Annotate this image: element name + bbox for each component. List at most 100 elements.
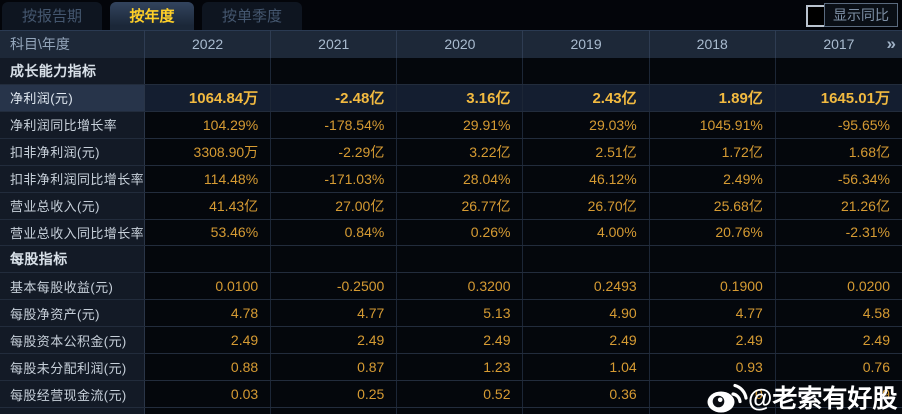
cell-value: 3.16亿 [397, 84, 524, 111]
table-row[interactable]: 基本每股收益(元) 0.0100 -0.2500 0.3200 0.2493 0.1900… [0, 273, 902, 301]
cell-value: 21.26亿 [775, 192, 902, 219]
section-header-row[interactable]: 每股指标 [0, 246, 902, 274]
table-row[interactable]: 每股经营现金流(元) 0.03 0.25 0.52 0.36 0 9 [0, 381, 902, 408]
year-column-header: 2020 [397, 30, 524, 58]
cell-value: 4.58 [775, 300, 902, 327]
cell-value: 1.23 [397, 354, 524, 381]
row-label: 扣非净利润同比增长率 [0, 165, 145, 192]
row-label: 基本每股收益(元) [0, 273, 145, 300]
cell-value [523, 58, 650, 84]
cell-value: 1.68亿 [775, 138, 902, 165]
cell-value: 104.29% [145, 111, 272, 138]
cell-value: 4.90 [523, 300, 650, 327]
cell-value: 114.48% [145, 165, 272, 192]
cell-value [397, 58, 524, 84]
cell-value: 1064.84万 [145, 84, 272, 111]
cell-value: 2.49 [775, 327, 902, 354]
cell-value [397, 246, 524, 273]
table-row[interactable]: 扣非净利润同比增长率 114.48% -171.03% 28.04% 46.12% 2.4… [0, 165, 902, 193]
table-row[interactable]: 净利润同比增长率 104.29% -178.54% 29.91% 29.03% 1045.… [0, 111, 902, 139]
cell-value: -178.54% [271, 111, 398, 138]
cell-value: 2.49 [523, 327, 650, 354]
cell-value: 53.46% [145, 219, 272, 246]
table-row[interactable]: 净利润(元) 1064.84万 -2.48亿 3.16亿 2.43亿 1.89亿 1645.… [0, 84, 902, 112]
cell-value [145, 58, 272, 84]
cell-value: 0.03 [145, 381, 272, 407]
row-label: 成长能力指标 [0, 58, 145, 84]
cell-value [145, 246, 272, 273]
cell-value: 1045.91% [649, 111, 776, 138]
cell-value: -0.2500 [271, 273, 398, 300]
watermark: @老索有好股 [706, 380, 897, 414]
cell-value: 0.52 [397, 381, 524, 407]
cell-value: 0.88 [145, 354, 272, 381]
cell-value: 1.72亿 [649, 138, 776, 165]
row-label: 营业总收入同比增长率 [0, 219, 145, 246]
cell-value: -95.65% [775, 111, 902, 138]
cell-value: -2.48亿 [271, 84, 398, 111]
table-row[interactable]: 每股资本公积金(元) 2.49 2.49 2.49 2.49 2.49 2.49 [0, 327, 902, 355]
table-header: 科目\年度 2022 2021 2020 2019 2018 2017 » [0, 30, 902, 58]
table-row[interactable]: 营业总收入(元) 41.43亿 27.00亿 26.77亿 26.70亿 25.68亿 21… [0, 192, 902, 220]
cell-value: 9 [775, 381, 902, 407]
year-column-header: 2017 » [776, 30, 902, 58]
row-label: 净利润同比增长率 [0, 111, 145, 138]
cell-value: 0.0100 [145, 273, 272, 300]
table-row[interactable]: 营业总收入同比增长率 53.46% 0.84% 0.26% 4.00% 20.76% -2.… [0, 219, 902, 247]
table-row[interactable]: 扣非净利润(元) 3308.90万 -2.29亿 3.22亿 2.51亿 1.72亿 1.6… [0, 138, 902, 166]
cell-value: 2.51亿 [523, 138, 650, 165]
cell-value [523, 246, 650, 273]
cell-value: 29.91% [397, 111, 524, 138]
tab-bar: 按报告期 按年度 按单季度 显示同比 [0, 0, 902, 30]
cell-value: 4.77 [271, 300, 398, 327]
section-header-row[interactable]: 成长能力指标 [0, 58, 902, 85]
cell-value: 46.12% [523, 165, 650, 192]
cell-value: 2.49% [649, 165, 776, 192]
cell-value: 0.25 [271, 381, 398, 407]
cell-value: -171.03% [271, 165, 398, 192]
year-label: 2017 [823, 36, 855, 52]
cell-value [649, 246, 776, 273]
cell-value: 0.84% [271, 219, 398, 246]
corner-header-label: 科目\年度 [0, 30, 145, 58]
cell-value: 1.89亿 [649, 84, 776, 111]
cell-value: -56.34% [775, 165, 902, 192]
cell-value: 0.76 [775, 354, 902, 381]
cell-value: 4.00% [523, 219, 650, 246]
cell-value: 2.49 [397, 327, 524, 354]
cell-value: 5.13 [397, 300, 524, 327]
year-column-header: 2022 [145, 30, 272, 58]
row-label: 每股指标 [0, 246, 145, 273]
cell-value: 0.87 [271, 354, 398, 381]
show-yoy-button[interactable]: 显示同比 [824, 3, 898, 27]
cell-value [271, 58, 398, 84]
cell-value: 0.2493 [523, 273, 650, 300]
row-label: 每股经营现金流(元) [0, 381, 145, 407]
row-label: 每股资本公积金(元) [0, 327, 145, 354]
cell-value: -2.29亿 [271, 138, 398, 165]
cell-value: -2.31% [775, 219, 902, 246]
cell-value: 1.04 [523, 354, 650, 381]
watermark-handle: @老索有好股 [748, 385, 898, 413]
cell-value [775, 58, 902, 84]
cell-value: 29.03% [523, 111, 650, 138]
table-row[interactable]: 每股未分配利润(元) 0.88 0.87 1.23 1.04 0.93 0.76 [0, 354, 902, 382]
table-row[interactable]: 每股净资产(元) 4.78 4.77 5.13 4.90 4.77 4.58 [0, 300, 902, 328]
cell-value: 3308.90万 [145, 138, 272, 165]
row-label: 扣非净利润(元) [0, 138, 145, 165]
tab-by-quarter[interactable]: 按单季度 [202, 2, 302, 30]
cell-value: 41.43亿 [145, 192, 272, 219]
more-years-chevron-icon[interactable]: » [886, 34, 896, 53]
table-body: 成长能力指标 净利润(元) 1064.84万 -2.48亿 3.16亿 2.43亿 1.89… [0, 58, 902, 408]
tab-by-year[interactable]: 按年度 [110, 2, 194, 30]
cell-value: 3.22亿 [397, 138, 524, 165]
year-column-header: 2018 [650, 30, 776, 58]
cell-value: 0.1900 [649, 273, 776, 300]
cell-value: 4.77 [649, 300, 776, 327]
cell-value: 25.68亿 [649, 192, 776, 219]
tab-by-report-period[interactable]: 按报告期 [2, 2, 102, 30]
year-column-header: 2019 [523, 30, 650, 58]
row-label: 每股未分配利润(元) [0, 354, 145, 381]
cell-value: 27.00亿 [271, 192, 398, 219]
